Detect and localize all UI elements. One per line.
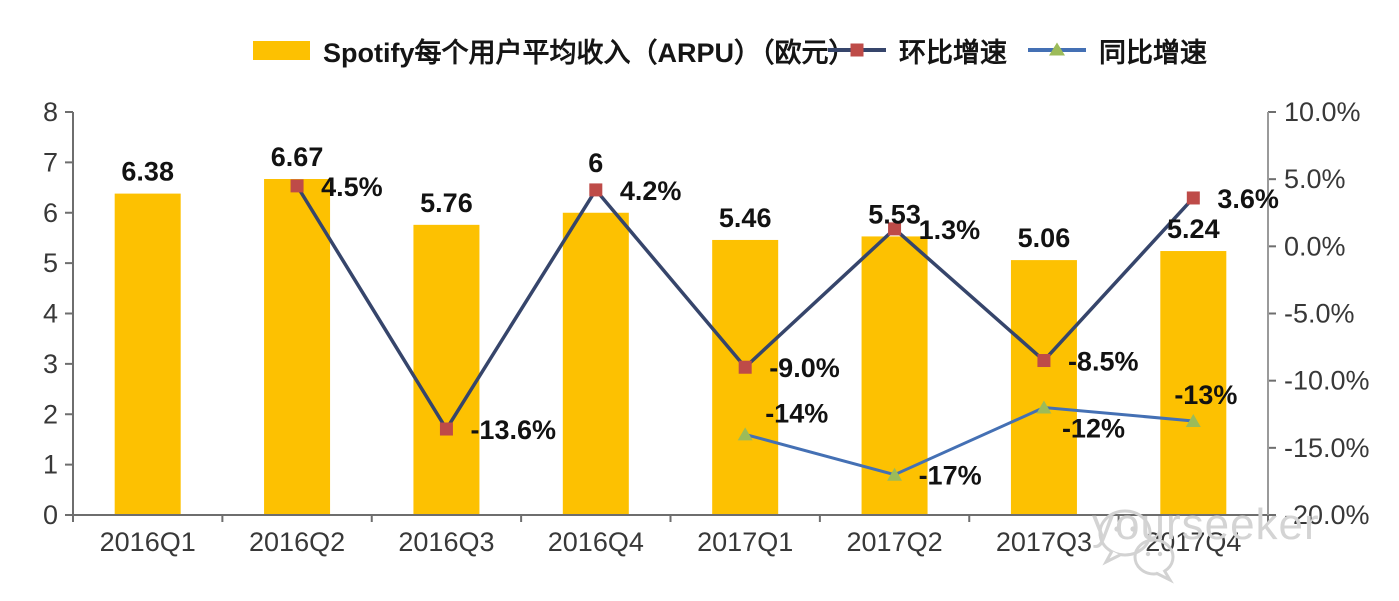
- bar: [264, 178, 331, 515]
- bar: [114, 193, 181, 516]
- left-axis-tick-label: 1: [43, 450, 58, 480]
- bar-value-label: 5.24: [1167, 214, 1220, 244]
- qoq-marker: [290, 179, 304, 193]
- yoy-point-label: -12%: [1062, 414, 1125, 444]
- x-axis-label: 2017Q3: [996, 527, 1092, 557]
- left-axis-tick-label: 0: [43, 500, 58, 530]
- yoy-marker: [737, 427, 753, 441]
- qoq-marker: [738, 360, 752, 374]
- x-axis-label: 2017Q2: [847, 527, 943, 557]
- right-axis-tick-label: 10.0%: [1284, 97, 1361, 127]
- bar: [712, 239, 779, 515]
- bar-value-label: 6.67: [271, 142, 324, 172]
- x-axis-label: 2016Q3: [398, 527, 494, 557]
- x-axis-label: 2016Q1: [100, 527, 196, 557]
- yoy-marker: [887, 467, 903, 481]
- qoq-marker: [439, 422, 453, 436]
- qoq-point-label: -8.5%: [1068, 347, 1139, 377]
- right-axis-tick-label: -10.0%: [1284, 366, 1370, 396]
- yoy-marker: [1036, 400, 1052, 414]
- qoq-marker: [589, 183, 603, 197]
- triangle-marker-icon: [1049, 42, 1065, 56]
- qoq-point-label: 3.6%: [1217, 184, 1279, 214]
- bar: [562, 212, 629, 515]
- bar-value-label: 5.53: [868, 199, 921, 229]
- yoy-line: [744, 406, 1194, 477]
- right-axis-tick-label: -20.0%: [1284, 500, 1370, 530]
- bar-value-label: 5.76: [420, 188, 473, 218]
- legend-item-yoy: 同比增速: [1028, 36, 1207, 68]
- x-axis-label: 2017Q4: [1145, 527, 1241, 557]
- x-axis-label: 2016Q2: [249, 527, 345, 557]
- qoq-point-label: 4.2%: [620, 176, 682, 206]
- left-axis-tick-label: 2: [43, 399, 58, 429]
- yoy-point-label: -14%: [765, 398, 828, 428]
- right-axis-tick-label: 5.0%: [1284, 164, 1346, 194]
- legend-item-qoq: 环比增速: [828, 36, 1007, 68]
- qoq-marker: [1037, 354, 1051, 368]
- yoy-marker: [1185, 413, 1201, 427]
- left-axis-tick-label: 5: [43, 248, 58, 278]
- legend-label-arpu: Spotify每个用户平均收入（ARPU）（欧元）: [323, 37, 856, 68]
- bar: [413, 224, 480, 515]
- qoq-marker: [1186, 191, 1200, 205]
- legend-label-qoq: 环比增速: [899, 37, 1007, 68]
- x-axis-label: 2017Q1: [697, 527, 793, 557]
- yoy-point-label: -17%: [919, 461, 982, 491]
- bar-value-label: 6: [588, 148, 603, 178]
- x-axis-label: 2016Q4: [548, 527, 644, 557]
- qoq-point-label: -13.6%: [470, 415, 556, 445]
- left-axis-tick-label: 7: [43, 147, 58, 177]
- left-axis-tick-label: 3: [43, 349, 58, 379]
- legend-label-yoy: 同比增速: [1099, 37, 1207, 68]
- bar: [1160, 251, 1227, 515]
- square-marker-icon: [850, 43, 864, 57]
- left-axis-tick-label: 8: [43, 97, 58, 127]
- legend-item-arpu: Spotify每个用户平均收入（ARPU）（欧元）: [253, 36, 856, 68]
- bar-swatch: [253, 40, 310, 60]
- bar: [1010, 260, 1077, 515]
- qoq-point-label: -9.0%: [769, 353, 840, 383]
- yoy-line-sample: [1028, 42, 1086, 56]
- left-axis-tick-label: 4: [43, 299, 58, 329]
- right-axis-tick-label: 0.0%: [1284, 231, 1346, 261]
- left-axis-tick-label: 6: [43, 198, 58, 228]
- right-axis-tick-label: -5.0%: [1284, 299, 1355, 329]
- right-axis-tick-label: -15.0%: [1284, 433, 1370, 463]
- bar-value-label: 5.06: [1018, 223, 1071, 253]
- qoq-point-label: 4.5%: [321, 172, 383, 202]
- yoy-point-label: -13%: [1174, 380, 1237, 410]
- bar-value-label: 6.38: [121, 157, 174, 187]
- qoq-line-sample: [828, 43, 886, 57]
- bar-value-label: 5.46: [719, 203, 772, 233]
- qoq-marker: [888, 222, 902, 236]
- qoq-point-label: 1.3%: [919, 215, 981, 245]
